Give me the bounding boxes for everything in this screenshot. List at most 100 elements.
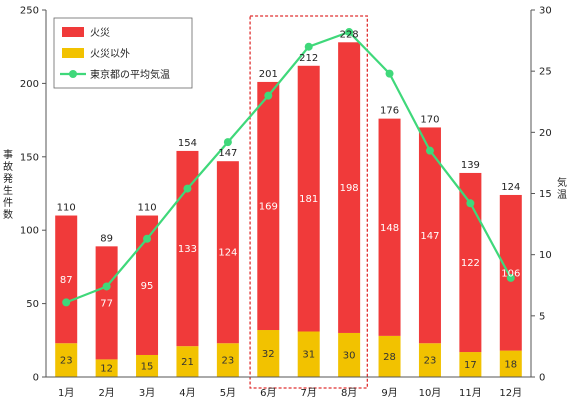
temperature-point [223, 138, 232, 147]
temperature-point [304, 42, 313, 51]
bar-segment-fire [136, 215, 159, 355]
y-tick-label-right: 5 [539, 311, 545, 322]
data-label-fire-other: 30 [343, 350, 356, 361]
bar-segment-fire [257, 81, 280, 331]
bar-segment-fire-other [499, 350, 522, 377]
data-label-total: 89 [100, 233, 113, 244]
y-tick-label-left: 200 [20, 79, 39, 90]
data-label-fire-other: 21 [181, 357, 194, 368]
y-axis-title-char: 事 [3, 148, 13, 161]
x-tick-label: 11月 [459, 387, 482, 399]
y2-axis-title-char: 気 [557, 176, 567, 189]
temperature-point [62, 298, 71, 307]
data-label-fire: 148 [380, 223, 399, 234]
y-tick-label-right: 30 [539, 6, 552, 17]
bar-segment-fire-other [418, 343, 441, 377]
x-tick-label: 6月 [260, 387, 276, 399]
y-tick-label-right: 15 [539, 189, 552, 200]
bar-segment-fire-other [338, 332, 361, 377]
data-label-total: 228 [340, 29, 359, 40]
y-tick-label-left: 250 [20, 6, 39, 17]
legend-marker-temperature [69, 70, 77, 78]
y-axis-title-char: 発 [3, 172, 13, 185]
data-label-fire: 181 [299, 194, 318, 205]
temperature-line [65, 30, 512, 304]
legend-swatch-fire-other [62, 48, 84, 58]
data-label-total: 176 [380, 106, 399, 117]
data-label-total: 212 [299, 53, 318, 64]
data-label-fire: 169 [259, 201, 278, 212]
bar-segment-fire-other [459, 352, 482, 377]
bar-segment-fire [418, 127, 441, 344]
bar-layer [55, 42, 522, 377]
highlight-box [249, 15, 368, 389]
data-label-fire: 77 [100, 298, 113, 309]
x-tick-label: 10月 [419, 387, 442, 399]
bar-segment-fire [176, 150, 199, 347]
bar-segment-fire [297, 65, 320, 332]
bar-segment-fire [338, 42, 361, 333]
y-axis-title-char: 件 [3, 197, 13, 209]
highlight-layer [249, 15, 368, 389]
data-label-fire: 147 [420, 231, 439, 242]
y-tick-label-left: 150 [20, 152, 39, 163]
temperature-point [506, 273, 515, 282]
data-label-fire: 124 [218, 248, 237, 259]
x-tick-label: 1月 [58, 387, 74, 399]
legend-swatch-fire [62, 27, 84, 37]
x-tick-label: 2月 [98, 387, 114, 399]
bar-segment-fire-other [55, 343, 78, 377]
y-tick-label-right: 10 [539, 250, 552, 261]
data-label-total: 110 [137, 203, 156, 214]
y-axis-title-char: 数 [3, 208, 13, 221]
temperature-point [385, 69, 394, 78]
data-label-total: 201 [259, 69, 278, 80]
x-tick-label: 5月 [220, 387, 236, 399]
temperature-point [264, 91, 273, 100]
temperature-point [425, 146, 434, 155]
data-label-total: 139 [461, 160, 480, 171]
y2-axis-title-char: 温 [557, 189, 567, 201]
legend-label-fire: 火災 [90, 27, 110, 39]
data-label-total: 147 [218, 148, 237, 159]
data-label-fire: 87 [60, 275, 73, 286]
data-label-fire: 95 [141, 281, 154, 292]
legend-label-fire-other: 火災以外 [90, 48, 130, 60]
bar-segment-fire-other [297, 331, 320, 377]
bar-segment-fire-other [216, 343, 239, 377]
bar-segment-fire [216, 161, 239, 344]
y-tick-label-right: 20 [539, 128, 552, 139]
label-layer: 23 87 110 12 77 89 15 95 110 21 133 154 23 124 147 32 16… [57, 29, 521, 374]
data-label-fire: 106 [501, 268, 520, 279]
bar-segment-fire-other [257, 330, 280, 377]
data-label-total: 170 [420, 114, 439, 125]
y-axis-title-char: 生 [3, 184, 13, 197]
y-tick-label-left: 0 [33, 373, 39, 384]
x-tick-label: 9月 [381, 387, 397, 399]
data-label-fire-other: 23 [222, 356, 235, 367]
y-tick-label-right: 0 [539, 373, 545, 384]
bar-segment-fire [55, 215, 78, 344]
bar-segment-fire [95, 246, 118, 360]
line-layer [62, 28, 515, 307]
data-label-fire-other: 23 [424, 356, 437, 367]
x-tick-label: 4月 [179, 387, 195, 399]
temperature-point [102, 282, 111, 291]
y-tick-label-right: 25 [539, 67, 552, 78]
y-tick-label-left: 100 [20, 226, 39, 237]
data-label-fire-other: 32 [262, 349, 275, 360]
x-tick-label: 8月 [341, 387, 357, 399]
bar-segment-fire-other [378, 335, 401, 377]
data-label-total: 154 [178, 138, 197, 149]
data-label-fire-other: 18 [504, 359, 517, 370]
data-label-fire: 133 [178, 244, 197, 255]
data-label-fire-other: 15 [141, 361, 154, 372]
data-label-total: 110 [57, 203, 76, 214]
data-label-fire-other: 17 [464, 360, 477, 371]
bar-segment-fire [499, 194, 522, 351]
data-label-fire: 198 [340, 183, 359, 194]
